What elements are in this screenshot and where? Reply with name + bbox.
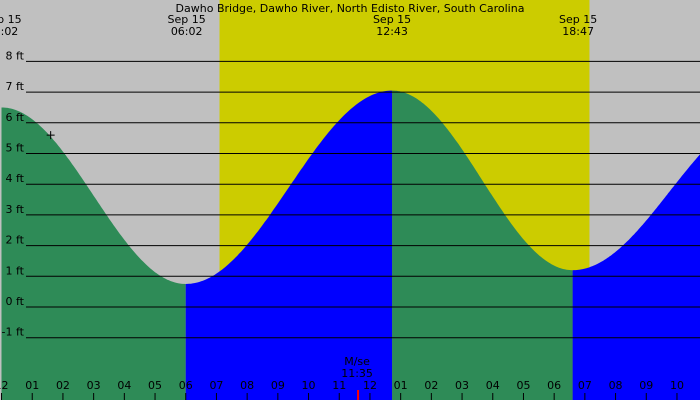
hour-tick-label: 09 <box>271 379 285 392</box>
hour-tick-label: 10 <box>670 379 684 392</box>
y-tick-label: 7 ft <box>6 80 25 93</box>
labels-layer: 8 ft 7 ft 6 ft 5 ft 4 ft 3 ft 2 ft 1 ft 0 ft -1 f… <box>0 13 684 400</box>
y-tick-label: 0 ft <box>6 295 25 308</box>
time-label-date: Sep 15 <box>0 13 22 26</box>
time-label-time: 00:02 <box>0 25 18 38</box>
moon-label-time: 11:35 <box>341 367 373 380</box>
time-label-time: 18:47 <box>562 25 594 38</box>
hour-tick-label: 04 <box>486 379 500 392</box>
hour-tick-label: 01 <box>394 379 408 392</box>
moon-label-event: M/se <box>344 355 370 368</box>
hour-tick-label: 05 <box>516 379 530 392</box>
chart-title: Dawho Bridge, Dawho River, North Edisto … <box>176 2 525 15</box>
hour-tick-label: 11 <box>332 379 346 392</box>
hour-tick-label: 08 <box>609 379 623 392</box>
hour-tick-label: 04 <box>117 379 131 392</box>
hour-tick-label: 01 <box>25 379 39 392</box>
y-tick-label: 1 ft <box>6 264 25 277</box>
hour-tick-label: 07 <box>578 379 592 392</box>
time-label-date: Sep 15 <box>168 13 206 26</box>
y-tick-label: 6 ft <box>6 111 25 124</box>
tide-area-rising-1 <box>572 154 700 400</box>
hour-tick-label: 02 <box>424 379 438 392</box>
tide-area-falling-0 <box>1 107 186 400</box>
y-tick-label: 3 ft <box>6 203 25 216</box>
y-tick-label: 5 ft <box>6 142 25 155</box>
hour-tick-label: 03 <box>455 379 469 392</box>
time-label-date: Sep 15 <box>559 13 597 26</box>
y-tick-label: 2 ft <box>6 234 25 247</box>
hour-tick-label: 06 <box>179 379 193 392</box>
hour-tick-label: 08 <box>240 379 254 392</box>
y-tick-label: 4 ft <box>6 172 25 185</box>
hour-tick-label: 06 <box>547 379 561 392</box>
time-label-time: 12:43 <box>376 25 408 38</box>
hour-tick-label: 02 <box>56 379 70 392</box>
hour-tick-label: 07 <box>209 379 223 392</box>
hour-tick-label: 09 <box>639 379 653 392</box>
y-tick-label: 8 ft <box>6 49 25 62</box>
time-label-time: 06:02 <box>171 25 203 38</box>
y-tick-label: -1 ft <box>2 326 25 339</box>
time-label-date: Sep 15 <box>373 13 411 26</box>
hour-tick-label: 12 <box>363 379 377 392</box>
hour-tick-label: 12 <box>0 379 9 392</box>
gridlines <box>26 60 700 339</box>
cursor-plus-mark <box>46 131 55 140</box>
hour-tick-label: 03 <box>87 379 101 392</box>
hour-tick-label: 05 <box>148 379 162 392</box>
hour-tick-label: 10 <box>302 379 316 392</box>
